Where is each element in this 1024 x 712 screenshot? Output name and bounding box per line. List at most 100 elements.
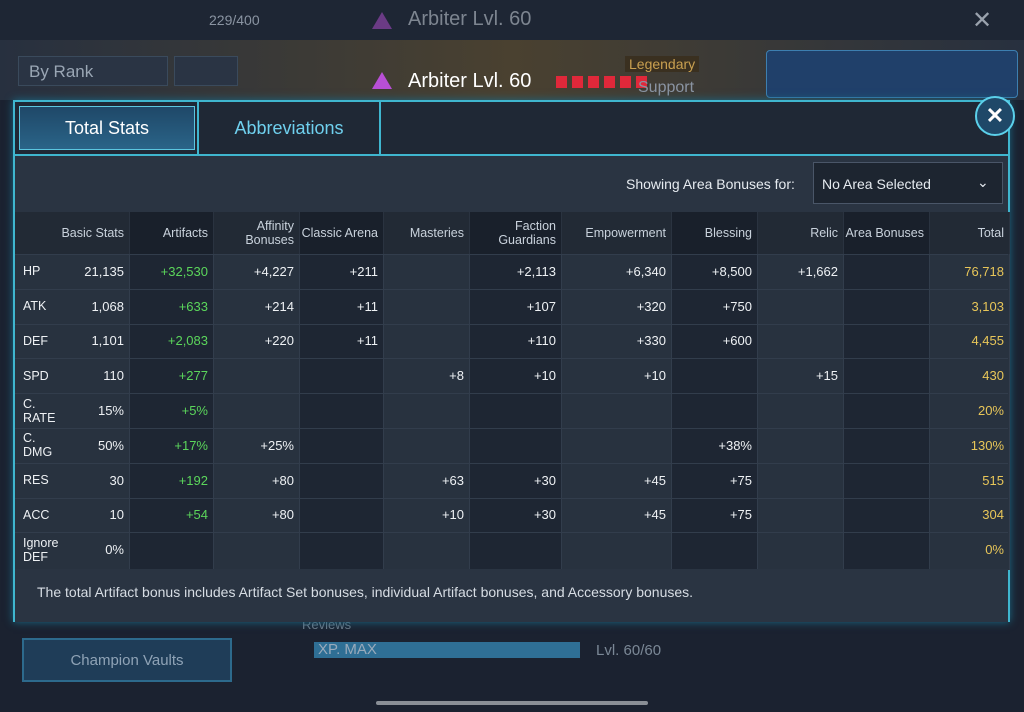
stat-name: Ignore DEF bbox=[23, 535, 59, 564]
area-select[interactable]: No Area Selected bbox=[813, 162, 1003, 204]
stat-value: 15% bbox=[97, 403, 124, 419]
stat-value: +17% bbox=[174, 437, 208, 453]
stat-value: +10 bbox=[441, 507, 464, 523]
close-button[interactable]: ✕ bbox=[975, 96, 1015, 136]
stat-value: +192 bbox=[178, 472, 208, 488]
stat-value: +11 bbox=[356, 333, 378, 349]
column-header: Artifacts bbox=[130, 212, 214, 254]
column-header: Relic bbox=[758, 212, 844, 254]
rarity: Legendary bbox=[625, 56, 700, 72]
stat-value: +32,530 bbox=[160, 263, 208, 279]
column-header: Masteries bbox=[384, 212, 470, 254]
stat-value: +320 bbox=[636, 298, 666, 314]
stat-value: +214 bbox=[264, 298, 294, 314]
column-bg bbox=[930, 212, 1010, 570]
stat-value: 430 bbox=[982, 368, 1004, 384]
stars bbox=[556, 76, 652, 88]
row-divider bbox=[15, 323, 1008, 325]
stat-value: +1,662 bbox=[797, 263, 838, 279]
stat-value: +8,500 bbox=[711, 263, 752, 279]
stat-value: +277 bbox=[178, 368, 208, 384]
column-header: Empowerment bbox=[562, 212, 672, 254]
filter-button[interactable] bbox=[174, 56, 238, 86]
row-divider bbox=[15, 532, 1008, 534]
close-x-bg[interactable]: ✕ bbox=[972, 7, 993, 34]
stat-value: 130% bbox=[970, 437, 1004, 453]
xp-bar: XP. MAX bbox=[314, 642, 580, 658]
stat-value: +80 bbox=[271, 472, 294, 488]
row-divider bbox=[15, 254, 1008, 255]
stat-value: 110 bbox=[103, 368, 124, 384]
champion-title: Arbiter Lvl. 60 bbox=[408, 70, 532, 92]
column-bg bbox=[562, 212, 672, 570]
stat-value: +5% bbox=[181, 403, 208, 419]
total-stats-modal: Total Stats Abbreviations Showing Area B… bbox=[13, 100, 1010, 622]
row-divider bbox=[15, 462, 1008, 464]
stat-value: 1,101 bbox=[91, 333, 124, 349]
stat-name: ACC bbox=[23, 507, 50, 522]
stat-value: +220 bbox=[264, 333, 294, 349]
column-bg bbox=[214, 212, 300, 570]
stat-value: +6,340 bbox=[625, 263, 666, 279]
column-bg bbox=[672, 212, 758, 570]
affinity-icon bbox=[372, 12, 392, 29]
stat-value: +633 bbox=[178, 298, 208, 314]
row-divider bbox=[15, 393, 1008, 395]
column-header: Classic Arena bbox=[300, 212, 384, 254]
stat-name: C. DMG bbox=[23, 431, 53, 460]
stat-name: RES bbox=[23, 473, 49, 488]
stat-value: +25% bbox=[260, 437, 294, 453]
level: Lvl. 60/60 bbox=[596, 642, 662, 659]
stat-value: 515 bbox=[982, 472, 1004, 488]
stat-value: 1,068 bbox=[91, 298, 124, 314]
stat-value: +30 bbox=[533, 507, 556, 523]
stat-value: +330 bbox=[636, 333, 666, 349]
column-bg bbox=[470, 212, 562, 570]
column-header: Total bbox=[930, 212, 1010, 254]
stat-value: 20% bbox=[977, 403, 1004, 419]
column-bg bbox=[15, 212, 130, 570]
stat-value: +8 bbox=[449, 368, 464, 384]
header-title: Arbiter Lvl. 60 bbox=[408, 8, 532, 30]
stat-value: +750 bbox=[722, 298, 752, 314]
column-bg bbox=[300, 212, 384, 570]
column-bg bbox=[130, 212, 214, 570]
stat-value: 0% bbox=[985, 542, 1004, 558]
stat-value: +54 bbox=[185, 507, 208, 523]
stat-value: +600 bbox=[722, 333, 752, 349]
row-divider bbox=[15, 358, 1008, 360]
top-bar bbox=[0, 0, 1024, 40]
stat-value: +10 bbox=[533, 368, 556, 384]
stat-value: +11 bbox=[356, 298, 378, 314]
stat-value: 3,103 bbox=[971, 298, 1004, 314]
column-bg bbox=[758, 212, 844, 570]
champion-vaults-button[interactable]: Champion Vaults bbox=[22, 638, 232, 682]
footnote: The total Artifact bonus includes Artifa… bbox=[37, 584, 694, 600]
stat-value: +211 bbox=[349, 263, 378, 279]
stat-value: +110 bbox=[527, 333, 556, 349]
stat-value: +2,113 bbox=[516, 263, 556, 279]
row-divider bbox=[15, 497, 1008, 499]
tab-abbreviations[interactable]: Abbreviations bbox=[197, 102, 381, 154]
stat-name: C. RATE bbox=[23, 396, 56, 425]
home-indicator bbox=[376, 701, 648, 705]
sort-dropdown[interactable]: By Rank bbox=[18, 56, 168, 86]
stat-value: +80 bbox=[271, 507, 294, 523]
column-header: Basic Stats bbox=[15, 212, 130, 254]
stat-name: SPD bbox=[23, 368, 49, 383]
stats-table: Basic Stats Artifacts Affinity Bonuses Clas… bbox=[15, 212, 1010, 570]
tab-total-stats[interactable]: Total Stats bbox=[19, 106, 195, 150]
stat-value: 76,718 bbox=[964, 263, 1004, 279]
role: Support bbox=[638, 79, 695, 96]
tab-icons[interactable] bbox=[766, 50, 1018, 98]
stat-value: 4,455 bbox=[971, 333, 1004, 349]
stat-name: DEF bbox=[23, 333, 48, 348]
stat-value: +107 bbox=[526, 298, 556, 314]
stat-value: 30 bbox=[109, 472, 124, 488]
stat-value: 0% bbox=[105, 542, 124, 558]
stat-value: +2,083 bbox=[167, 333, 208, 349]
stat-value: +45 bbox=[643, 472, 666, 488]
stat-value: 10 bbox=[109, 507, 124, 523]
row-divider bbox=[15, 428, 1008, 429]
area-label: Showing Area Bonuses for: bbox=[626, 176, 795, 192]
